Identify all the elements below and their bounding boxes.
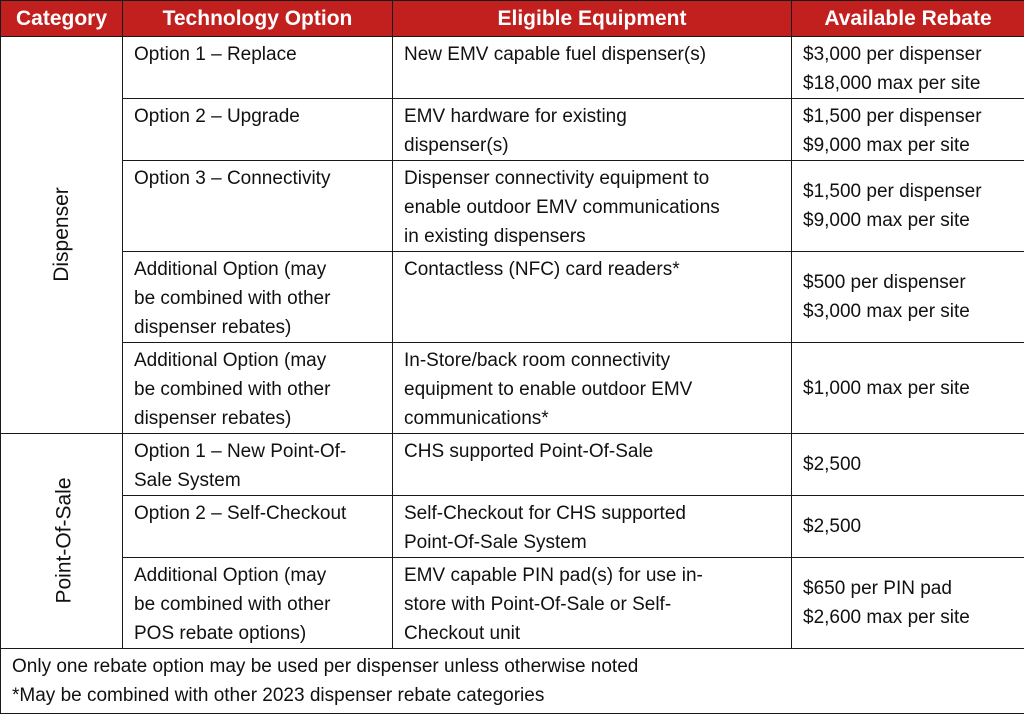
eligible-equipment-cell: CHS supported Point-Of-Sale [393,434,792,496]
table-row: Option 2 – Self-Checkout Self-Checkout f… [1,496,1024,558]
eligible-equipment-cell: Dispenser connectivity equipment to enab… [393,161,792,252]
table-row: Dispenser Option 1 – Replace New EMV cap… [1,37,1024,99]
category-pos-cell: Point-Of-Sale [1,434,123,649]
table-row: Additional Option (may be combined with … [1,252,1024,343]
footer-row: Only one rebate option may be used per d… [1,649,1024,714]
header-eligible-equipment: Eligible Equipment [393,1,792,37]
header-row: Category Technology Option Eligible Equi… [1,1,1024,37]
table-row: Additional Option (may be combined with … [1,343,1024,434]
available-rebate-cell: $2,500 [792,434,1024,496]
table-row: Option 3 – Connectivity Dispenser connec… [1,161,1024,252]
technology-option-cell: Option 1 – New Point-Of- Sale System [123,434,393,496]
eligible-equipment-cell: New EMV capable fuel dispenser(s) [393,37,792,99]
technology-option-cell: Option 3 – Connectivity [123,161,393,252]
technology-option-cell: Option 2 – Upgrade [123,99,393,161]
technology-option-cell: Option 1 – Replace [123,37,393,99]
header-category: Category [1,1,123,37]
header-technology-option: Technology Option [123,1,393,37]
available-rebate-cell: $1,500 per dispenser $9,000 max per site [792,161,1024,252]
category-dispenser-label: Dispenser [47,187,76,282]
footer-note-two: *May be combined with other 2023 dispens… [12,681,1016,710]
available-rebate-cell: $1,000 max per site [792,343,1024,434]
available-rebate-cell: $3,000 per dispenser $18,000 max per sit… [792,37,1024,99]
eligible-equipment-cell: EMV hardware for existing dispenser(s) [393,99,792,161]
category-pos-label: Point-Of-Sale [50,477,79,603]
technology-option-cell: Additional Option (may be combined with … [123,343,393,434]
available-rebate-cell: $500 per dispenser $3,000 max per site [792,252,1024,343]
available-rebate-cell: $1,500 per dispenser $9,000 max per site [792,99,1024,161]
category-dispenser-cell: Dispenser [1,37,123,434]
footer-note-one: Only one rebate option may be used per d… [12,652,1016,681]
technology-option-cell: Additional Option (may be combined with … [123,558,393,649]
available-rebate-cell: $2,500 [792,496,1024,558]
available-rebate-cell: $650 per PIN pad $2,600 max per site [792,558,1024,649]
table-row: Option 2 – Upgrade EMV hardware for exis… [1,99,1024,161]
eligible-equipment-cell: Contactless (NFC) card readers* [393,252,792,343]
footer-notes: Only one rebate option may be used per d… [1,649,1024,714]
eligible-equipment-cell: In-Store/back room connectivity equipmen… [393,343,792,434]
table-row: Additional Option (may be combined with … [1,558,1024,649]
technology-option-cell: Additional Option (may be combined with … [123,252,393,343]
header-available-rebate: Available Rebate [792,1,1024,37]
eligible-equipment-cell: EMV capable PIN pad(s) for use in- store… [393,558,792,649]
technology-option-cell: Option 2 – Self-Checkout [123,496,393,558]
table-row: Point-Of-Sale Option 1 – New Point-Of- S… [1,434,1024,496]
eligible-equipment-cell: Self-Checkout for CHS supported Point-Of… [393,496,792,558]
